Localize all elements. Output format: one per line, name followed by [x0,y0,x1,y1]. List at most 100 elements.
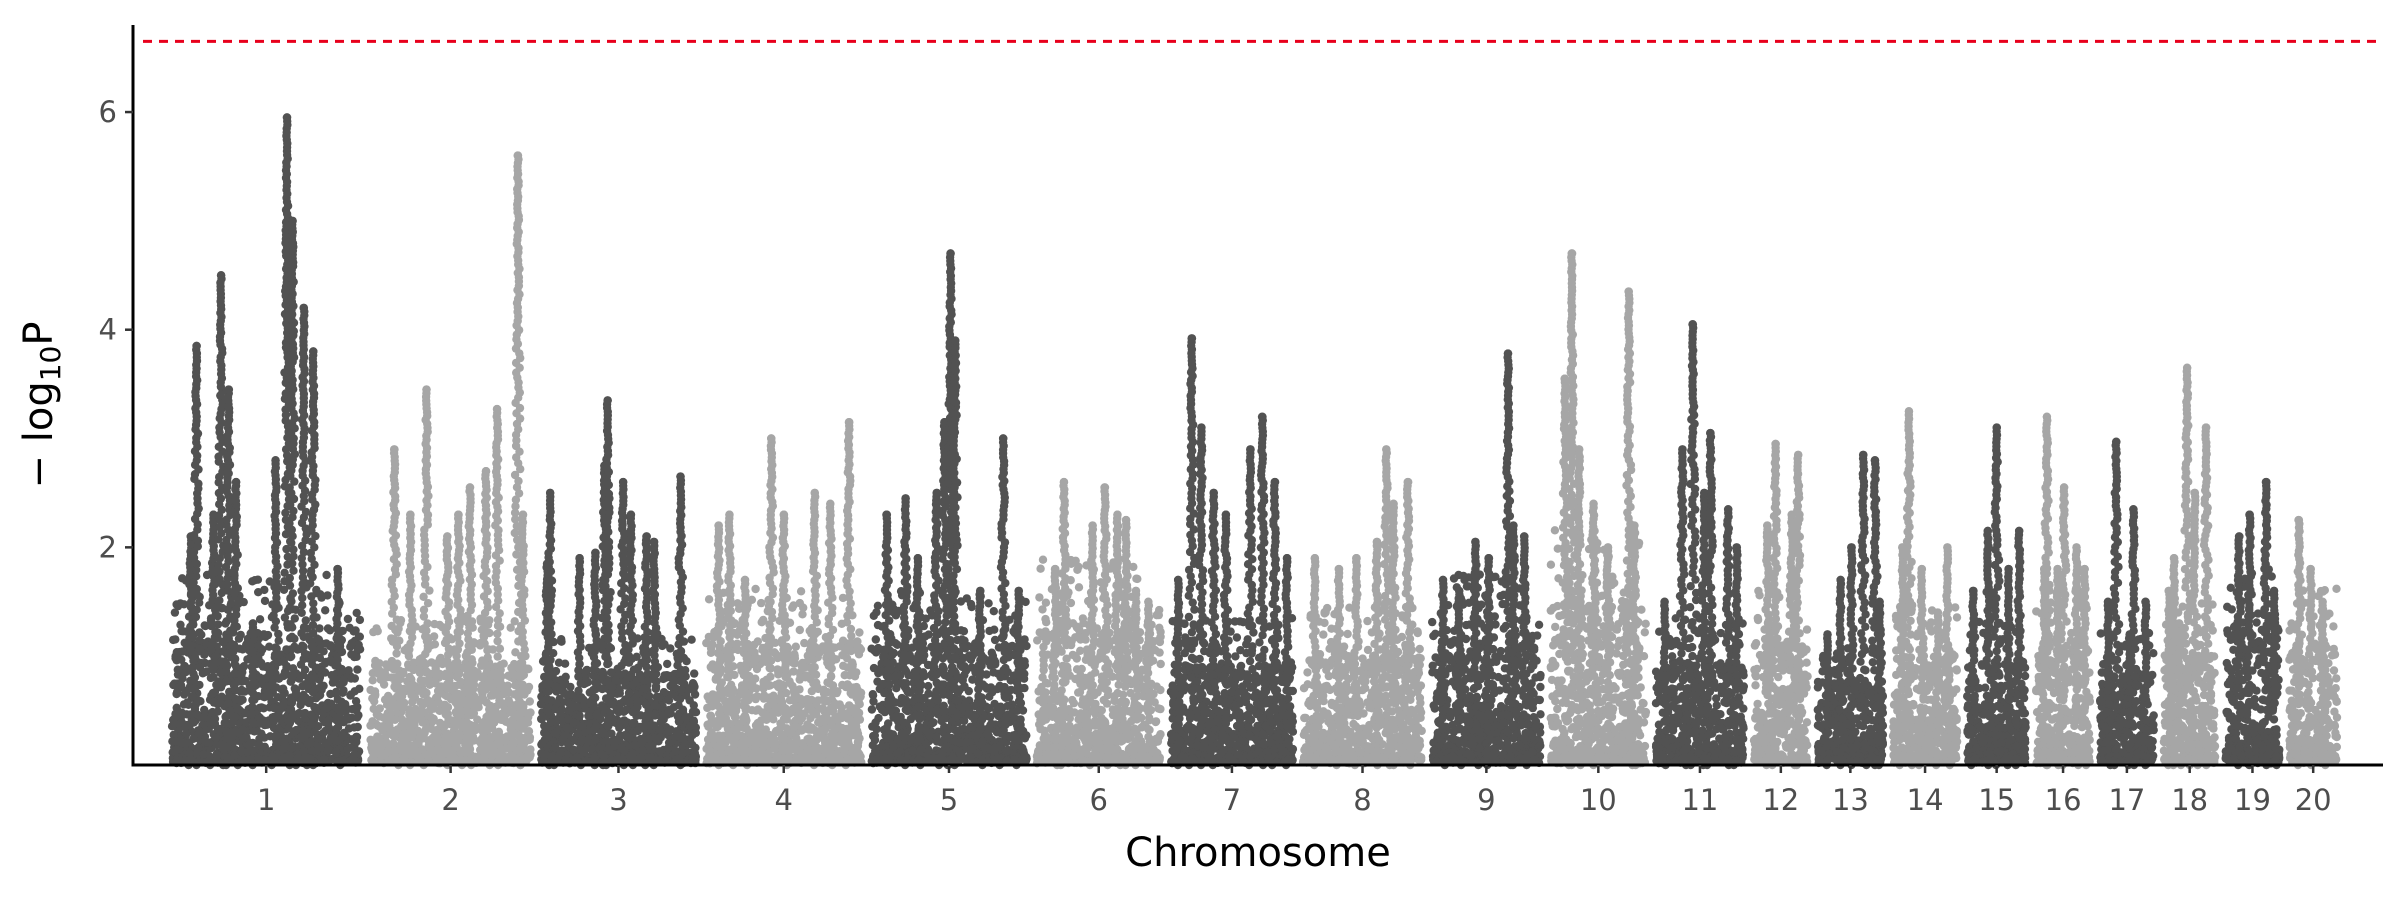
data-point [172,746,180,754]
data-point [690,683,698,691]
data-point [424,634,432,642]
data-point [192,342,200,350]
data-point [170,720,178,728]
data-point [351,705,359,713]
data-point [335,713,343,721]
data-point [371,687,379,695]
data-point [177,681,185,689]
data-point [517,733,525,741]
data-point [249,739,257,747]
data-point [409,681,417,689]
data-point [322,639,330,647]
data-point [436,752,444,760]
data-point [381,696,389,704]
data-point [576,554,584,562]
data-point [517,708,525,716]
data-point [686,696,694,704]
data-point [311,728,319,736]
data-point [545,687,553,695]
data-point [178,647,186,655]
data-point [231,686,239,694]
data-point [492,730,500,738]
data-point [300,304,308,312]
data-point [344,615,352,623]
data-point [322,571,330,579]
data-point [312,586,320,594]
data-point [307,711,315,719]
data-point [300,747,308,755]
data-point [369,676,377,684]
data-point [390,683,398,691]
data-point [547,718,555,726]
data-point [393,703,401,711]
data-point [407,751,415,759]
data-point [214,620,222,628]
data-point [311,685,319,693]
data-point [288,217,296,225]
data-point [177,656,185,664]
data-point [660,640,668,648]
data-point [419,699,427,707]
data-point [455,681,463,689]
data-point [627,511,635,519]
data-point [205,738,213,746]
data-point [507,754,515,762]
data-point [345,724,353,732]
data-point [230,751,238,759]
data-point [288,559,296,567]
data-point [260,586,268,594]
data-point [526,745,534,753]
data-point [493,637,501,645]
data-point [290,643,298,651]
data-point [288,633,296,641]
data-point [194,696,202,704]
data-point [564,715,572,723]
data-point [334,723,342,731]
data-point [348,639,356,647]
data-point [249,619,257,627]
data-point [271,651,279,659]
data-point [630,666,638,674]
data-point [353,713,361,721]
data-point [616,686,624,694]
data-point [281,613,289,621]
data-point [656,747,664,755]
data-point [499,736,507,744]
data-point [189,620,197,628]
data-point [561,660,569,668]
data-point [393,692,401,700]
data-point [210,698,218,706]
data-point [271,456,279,464]
data-point [421,688,429,696]
data-point [304,740,312,748]
data-point [323,746,331,754]
data-point [214,707,222,715]
data-point [298,682,306,690]
data-point [292,690,300,698]
data-point [436,655,444,663]
data-point [249,718,257,726]
data-point [606,700,614,708]
data-point [298,601,306,609]
data-point [195,628,203,636]
data-point [491,689,499,697]
data-point [391,716,399,724]
data-point [228,732,236,740]
data-point [224,699,232,707]
data-point [195,636,203,644]
data-point [466,670,474,678]
data-point [334,695,342,703]
data-point [199,750,207,758]
data-point [254,755,262,763]
data-point [519,681,527,689]
data-point [370,705,378,713]
data-point [371,661,379,669]
data-point [313,664,321,672]
data-point [370,697,378,705]
data-point [605,713,613,721]
data-point [268,752,276,760]
data-point [519,689,527,697]
data-point [282,645,290,653]
data-point [407,689,415,697]
data-point [406,511,414,519]
